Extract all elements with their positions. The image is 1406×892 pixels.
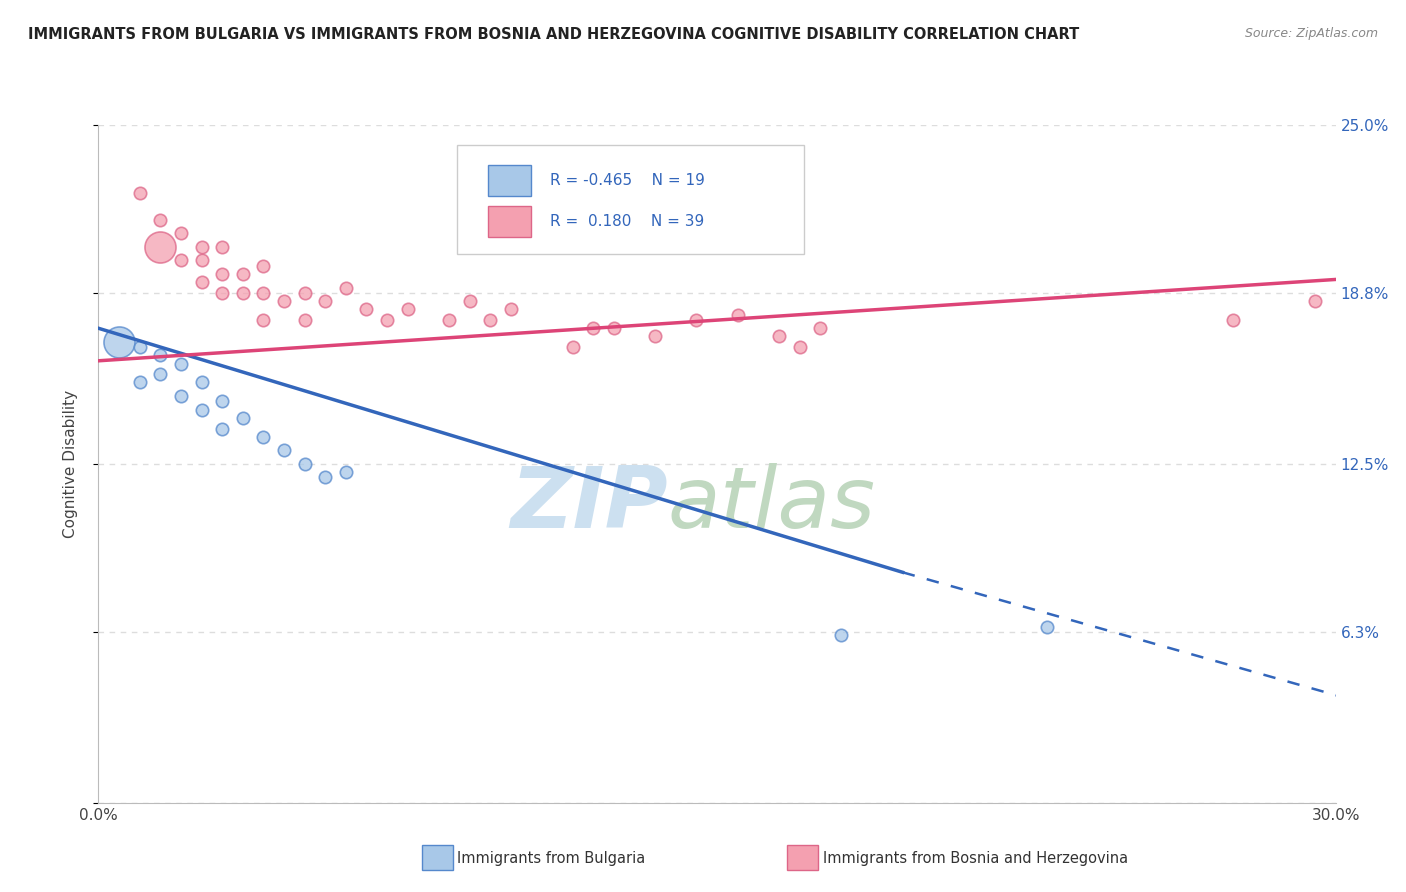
Point <box>479 313 502 327</box>
Point <box>252 430 274 444</box>
Point <box>356 302 378 317</box>
Point <box>603 321 626 335</box>
Point <box>190 253 212 268</box>
Text: atlas: atlas <box>668 463 876 546</box>
Point <box>830 628 852 642</box>
Point <box>190 275 212 289</box>
Point <box>1222 313 1244 327</box>
Text: R = -0.465    N = 19: R = -0.465 N = 19 <box>550 173 704 188</box>
Point <box>294 457 316 471</box>
Point <box>128 376 150 390</box>
Point <box>232 267 254 281</box>
Bar <box>488 165 531 196</box>
Point <box>149 212 172 227</box>
Point <box>149 348 172 362</box>
Y-axis label: Cognitive Disability: Cognitive Disability <box>63 390 77 538</box>
Point <box>396 302 419 317</box>
Point <box>437 313 460 327</box>
Point <box>170 253 193 268</box>
Text: ZIP: ZIP <box>510 463 668 546</box>
Bar <box>488 205 531 236</box>
Point <box>375 313 398 327</box>
Text: Source: ZipAtlas.com: Source: ZipAtlas.com <box>1244 27 1378 40</box>
Point <box>211 285 233 300</box>
Point <box>252 313 274 327</box>
Point <box>128 186 150 200</box>
Point <box>685 313 707 327</box>
Point <box>808 321 831 335</box>
Point <box>170 357 193 371</box>
Point <box>458 294 481 309</box>
Text: IMMIGRANTS FROM BULGARIA VS IMMIGRANTS FROM BOSNIA AND HERZEGOVINA COGNITIVE DIS: IMMIGRANTS FROM BULGARIA VS IMMIGRANTS F… <box>28 27 1080 42</box>
Point <box>211 267 233 281</box>
Point <box>190 402 212 417</box>
Point <box>335 280 357 294</box>
Point <box>252 259 274 273</box>
Point <box>335 465 357 479</box>
Point <box>252 285 274 300</box>
Point <box>314 294 336 309</box>
Point <box>1303 294 1326 309</box>
Point <box>128 340 150 354</box>
Point <box>499 302 522 317</box>
Point <box>170 227 193 241</box>
Point <box>170 389 193 403</box>
Point <box>1036 619 1059 633</box>
Point <box>190 376 212 390</box>
Point <box>294 313 316 327</box>
Point <box>561 340 583 354</box>
Point <box>149 368 172 382</box>
Text: R =  0.180    N = 39: R = 0.180 N = 39 <box>550 214 704 228</box>
Point <box>273 294 295 309</box>
Point <box>211 394 233 409</box>
Point <box>314 470 336 484</box>
Point <box>149 240 172 254</box>
Point <box>294 285 316 300</box>
Point <box>273 443 295 458</box>
Text: Immigrants from Bosnia and Herzegovina: Immigrants from Bosnia and Herzegovina <box>823 851 1128 865</box>
Point <box>727 308 749 322</box>
Point <box>211 421 233 435</box>
FancyBboxPatch shape <box>457 145 804 253</box>
Point <box>789 340 811 354</box>
Point <box>232 410 254 425</box>
Point <box>644 329 666 343</box>
Point <box>108 334 131 349</box>
Point <box>211 240 233 254</box>
Point <box>232 285 254 300</box>
Point <box>768 329 790 343</box>
Point <box>582 321 605 335</box>
Text: Immigrants from Bulgaria: Immigrants from Bulgaria <box>457 851 645 865</box>
Point <box>190 240 212 254</box>
